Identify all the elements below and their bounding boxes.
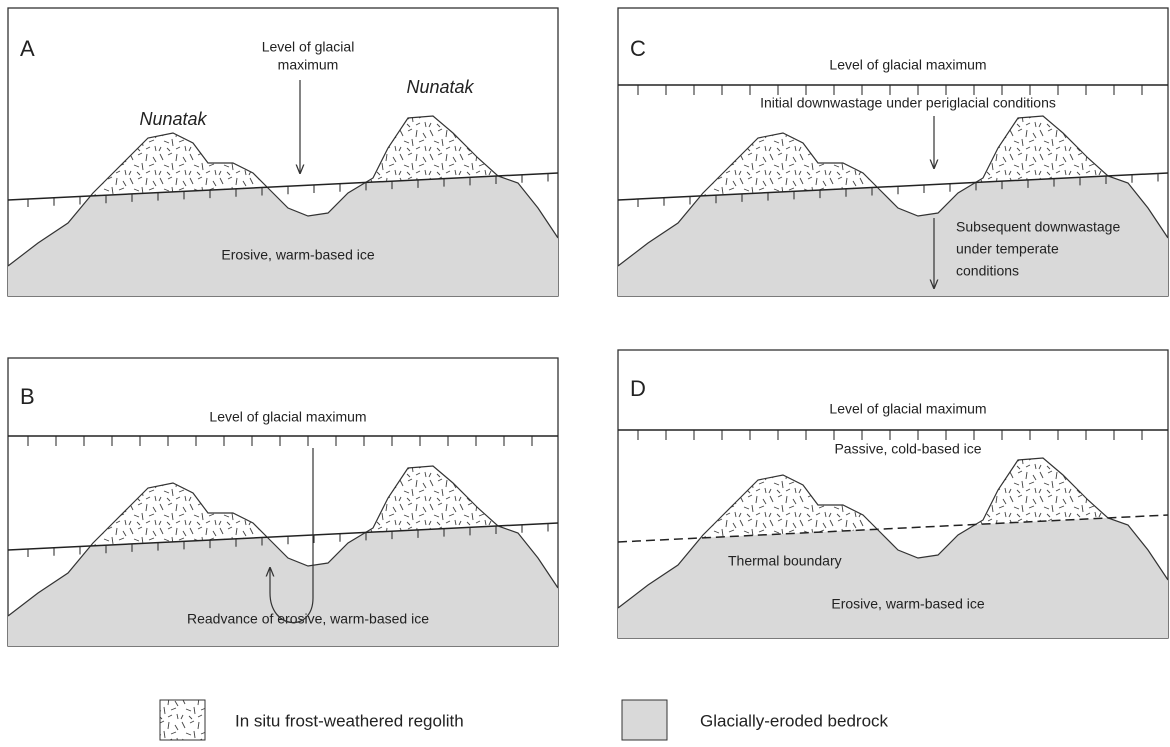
legend-label: In situ frost-weathered regolith xyxy=(235,711,464,730)
label: Nunatak xyxy=(139,109,207,129)
panel-b: B Level of glacial maximum Readvance of … xyxy=(8,358,558,646)
label: Passive, cold-based ice xyxy=(834,441,981,457)
legend-label: Glacially-eroded bedrock xyxy=(700,711,889,730)
label: maximum xyxy=(278,57,339,73)
panel-letter: A xyxy=(20,36,35,61)
legend-swatch-bedrock xyxy=(622,700,667,740)
label: conditions xyxy=(956,263,1019,279)
figure: A Level of glacial maximum Nunatak Nunat… xyxy=(0,0,1170,747)
panel-c: C Level of glacial maximum Initial downw… xyxy=(618,8,1168,296)
panel-letter: B xyxy=(20,384,35,409)
label: Thermal boundary xyxy=(728,553,842,569)
panel-a: A Level of glacial maximum Nunatak Nunat… xyxy=(8,8,558,296)
panel-d: D Level of glacial maximum Passive, cold… xyxy=(618,350,1168,638)
label: Level of glacial maximum xyxy=(209,409,366,425)
landscape xyxy=(618,8,1168,296)
legend-swatch-regolith xyxy=(160,700,205,740)
landscape xyxy=(8,358,558,646)
label: Readvance of erosive, warm-based ice xyxy=(187,611,429,627)
label: Level of glacial xyxy=(262,39,355,55)
label: Erosive, warm-based ice xyxy=(831,596,984,612)
label: Nunatak xyxy=(406,77,474,97)
label: Initial downwastage under periglacial co… xyxy=(760,95,1056,111)
page: {"panels": [ {"letter": "A", "texts": ["… xyxy=(0,0,1170,747)
label: Subsequent downwastage xyxy=(956,219,1120,235)
label: under temperate xyxy=(956,241,1059,257)
label: Erosive, warm-based ice xyxy=(221,247,374,263)
panel-letter: D xyxy=(630,376,646,401)
legend: In situ frost-weathered regolith Glacial… xyxy=(160,700,889,740)
label: Level of glacial maximum xyxy=(829,401,986,417)
label: Level of glacial maximum xyxy=(829,57,986,73)
panel-letter: C xyxy=(630,36,646,61)
